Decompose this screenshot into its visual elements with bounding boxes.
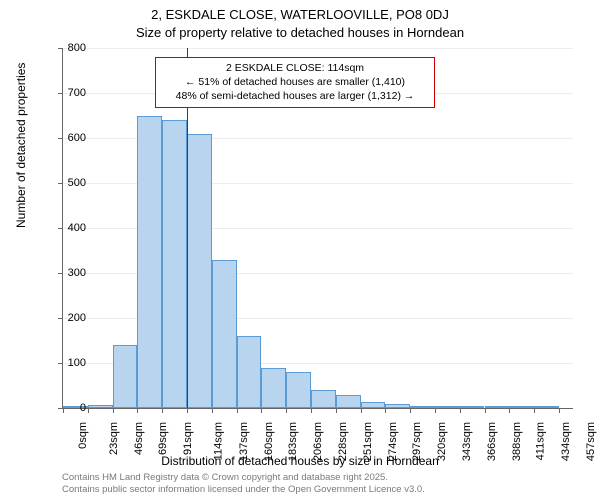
x-tick-label: 69sqm [157, 422, 169, 455]
x-tick-label: 114sqm [212, 422, 224, 460]
y-tick-label: 500 [46, 177, 86, 189]
x-tick-label: 434sqm [560, 422, 572, 461]
histogram-bar [435, 406, 460, 408]
x-tick-label: 183sqm [287, 422, 299, 461]
histogram-bar [88, 405, 113, 408]
y-axis-label: Number of detached properties [14, 63, 28, 228]
histogram-bar [113, 345, 138, 408]
x-tick-label: 343sqm [461, 422, 473, 461]
x-tick-label: 137sqm [238, 422, 250, 461]
x-tick-label: 91sqm [182, 422, 194, 455]
x-tick-label: 388sqm [511, 422, 523, 461]
histogram-bar [534, 406, 559, 408]
x-tick-label: 206sqm [312, 422, 324, 461]
x-tick [286, 408, 287, 413]
x-axis-label: Distribution of detached houses by size … [0, 454, 600, 468]
x-tick-label: 0sqm [77, 422, 89, 449]
x-tick-label: 160sqm [263, 422, 275, 461]
histogram-bar [311, 390, 336, 408]
x-tick [559, 408, 560, 413]
y-tick-label: 600 [46, 132, 86, 144]
histogram-bar [336, 395, 361, 409]
x-tick [237, 408, 238, 413]
x-tick-label: 320sqm [436, 422, 448, 461]
x-tick [460, 408, 461, 413]
x-tick [435, 408, 436, 413]
x-tick-label: 228sqm [337, 422, 349, 461]
histogram-bar [261, 368, 286, 409]
plot-area: 2 ESKDALE CLOSE: 114sqm ← 51% of detache… [62, 48, 573, 409]
footer-line-2: Contains public sector information licen… [62, 484, 425, 496]
x-tick [187, 408, 188, 413]
y-tick-label: 400 [46, 222, 86, 234]
annotation-line-3: 48% of semi-detached houses are larger (… [162, 89, 428, 103]
title-line-1: 2, ESKDALE CLOSE, WATERLOOVILLE, PO8 0DJ [0, 6, 600, 24]
histogram-bar [361, 402, 386, 408]
histogram-bar [485, 406, 510, 408]
x-tick [311, 408, 312, 413]
annotation-box: 2 ESKDALE CLOSE: 114sqm ← 51% of detache… [155, 57, 435, 108]
footer-text: Contains HM Land Registry data © Crown c… [62, 472, 425, 496]
histogram-bar [286, 372, 311, 408]
y-tick-label: 300 [46, 267, 86, 279]
y-tick-label: 800 [46, 42, 86, 54]
x-tick-label: 366sqm [486, 422, 498, 461]
x-tick [410, 408, 411, 413]
chart-titles: 2, ESKDALE CLOSE, WATERLOOVILLE, PO8 0DJ… [0, 6, 600, 41]
x-tick-label: 251sqm [362, 422, 374, 461]
x-tick [534, 408, 535, 413]
footer-line-1: Contains HM Land Registry data © Crown c… [62, 472, 425, 484]
annotation-line-2: ← 51% of detached houses are smaller (1,… [162, 75, 428, 89]
x-tick [385, 408, 386, 413]
histogram-bar [385, 404, 410, 408]
histogram-bar [162, 120, 187, 408]
x-tick [137, 408, 138, 413]
title-line-2: Size of property relative to detached ho… [0, 24, 600, 42]
y-tick-label: 0 [46, 402, 86, 414]
x-tick [485, 408, 486, 413]
x-tick-label: 411sqm [535, 422, 547, 460]
y-tick-label: 100 [46, 357, 86, 369]
histogram-bar [212, 260, 237, 409]
x-tick [212, 408, 213, 413]
x-tick-label: 274sqm [387, 422, 399, 461]
x-tick [88, 408, 89, 413]
histogram-bar [460, 406, 485, 408]
x-tick-label: 457sqm [585, 422, 597, 461]
x-tick [113, 408, 114, 413]
histogram-bar [509, 406, 534, 408]
y-tick-label: 200 [46, 312, 86, 324]
x-tick-label: 46sqm [133, 422, 145, 455]
histogram-bar [187, 134, 212, 409]
x-tick [336, 408, 337, 413]
x-tick-label: 23sqm [108, 422, 120, 455]
y-tick-label: 700 [46, 87, 86, 99]
annotation-line-1: 2 ESKDALE CLOSE: 114sqm [162, 61, 428, 75]
histogram-bar [410, 406, 435, 408]
histogram-chart: 2, ESKDALE CLOSE, WATERLOOVILLE, PO8 0DJ… [0, 0, 600, 500]
x-tick-label: 297sqm [411, 422, 423, 461]
y-gridline [63, 48, 573, 49]
x-tick [162, 408, 163, 413]
histogram-bar [237, 336, 262, 408]
x-tick [261, 408, 262, 413]
x-tick [361, 408, 362, 413]
x-tick [509, 408, 510, 413]
histogram-bar [137, 116, 162, 409]
